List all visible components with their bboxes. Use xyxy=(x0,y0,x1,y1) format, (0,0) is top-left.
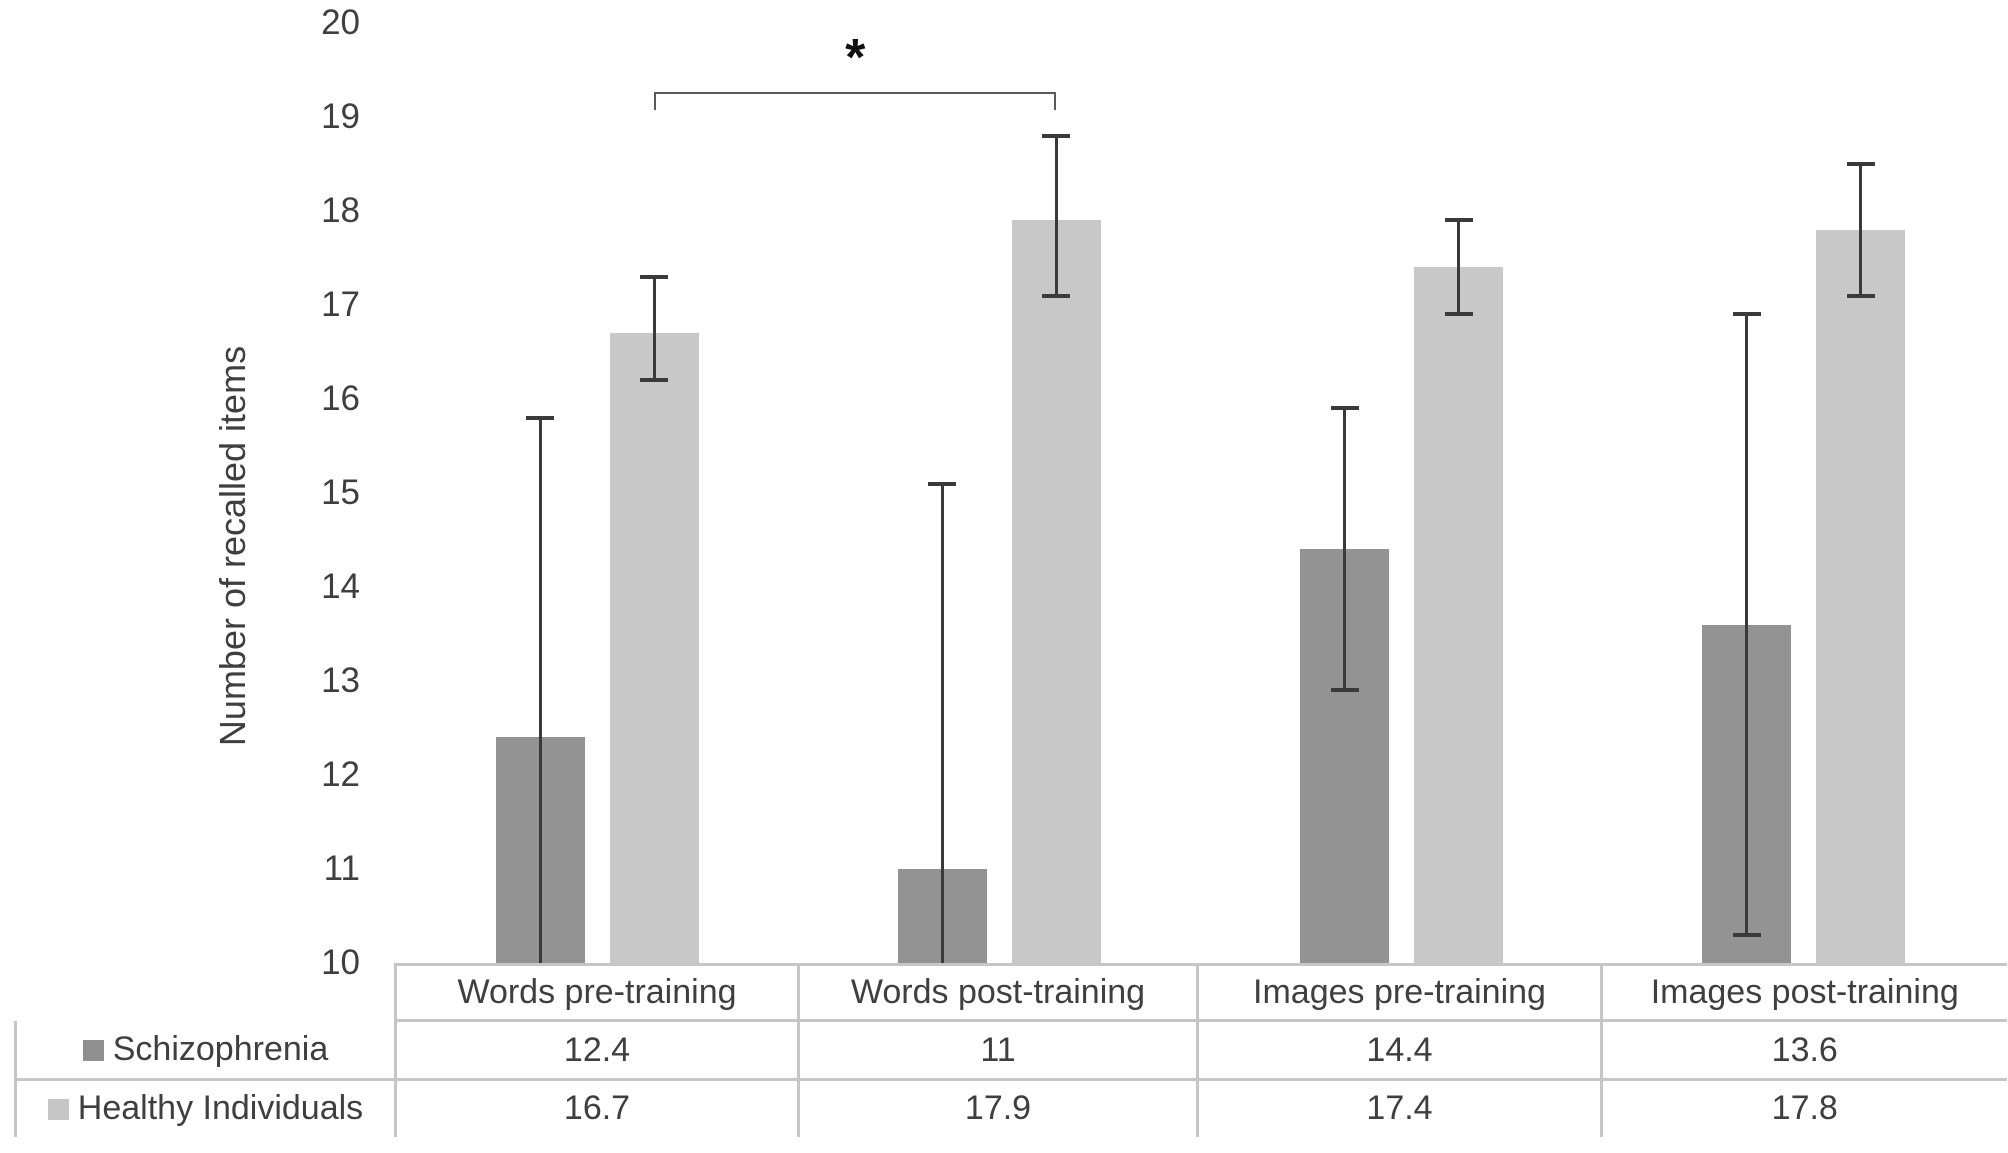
y-tick-label: 14 xyxy=(321,567,360,606)
legend-swatch-icon xyxy=(82,1039,104,1061)
y-tick-label: 13 xyxy=(321,661,360,700)
error-bar-cap-top xyxy=(526,415,555,420)
error-bar-cap-top xyxy=(1846,162,1875,166)
error-bar-line xyxy=(940,483,944,963)
error-bar-line xyxy=(1745,314,1749,935)
error-bar-line xyxy=(1859,164,1863,296)
error-bar-cap-bottom xyxy=(1444,312,1473,317)
y-tick-label: 17 xyxy=(321,285,360,324)
table-value-cell: 16.7 xyxy=(394,1079,799,1137)
plot-area xyxy=(396,0,2005,963)
error-bar-cap-bottom xyxy=(1330,688,1359,693)
y-tick-label: 20 xyxy=(321,3,360,42)
bracket-end-right xyxy=(1054,92,1057,110)
table-header-cell: Images post-training xyxy=(1600,963,2007,1022)
bracket-end-left xyxy=(654,92,657,110)
bar-healthy-individuals xyxy=(1414,267,1504,963)
table-value-cell: 12.4 xyxy=(394,1020,799,1081)
error-bar-line xyxy=(1343,408,1347,691)
data-table: Words pre-training Words post-training Ima… xyxy=(14,963,2007,1137)
error-bar-cap-top xyxy=(1732,312,1761,317)
legend-cell: Healthy Individuals xyxy=(14,1079,396,1137)
bar-healthy-individuals xyxy=(1011,220,1101,963)
error-bar-cap-top xyxy=(640,274,669,279)
error-bar-cap-top xyxy=(928,481,957,486)
y-tick-label: 10 xyxy=(321,943,360,982)
table-value-cell: 11 xyxy=(797,1020,1198,1081)
table-value-cell: 17.4 xyxy=(1196,1079,1602,1137)
legend-series-name: Schizophrenia xyxy=(112,1029,329,1068)
table-value-cell: 17.9 xyxy=(797,1079,1198,1137)
bar-healthy-individuals xyxy=(609,333,699,963)
table-header-cell: Words post-training xyxy=(797,963,1198,1022)
error-bar-line xyxy=(652,276,656,381)
y-tick-label: 16 xyxy=(321,379,360,418)
error-bar-line xyxy=(1457,220,1461,315)
table-value-cell: 17.8 xyxy=(1600,1079,2007,1137)
table-header-cell: Images pre-training xyxy=(1196,963,1602,1022)
table-header-cell: Words pre-training xyxy=(394,963,799,1022)
legend-swatch-icon xyxy=(47,1099,69,1121)
y-tick-label: 11 xyxy=(323,849,360,888)
table-value-cell: 14.4 xyxy=(1196,1020,1602,1081)
y-tick-label: 12 xyxy=(321,755,360,794)
bar-healthy-individuals xyxy=(1816,229,1906,963)
error-bar-cap-top xyxy=(1444,218,1473,223)
error-bar-cap-top xyxy=(1330,406,1359,411)
error-bar-line xyxy=(538,417,542,963)
legend-cell: Schizophrenia xyxy=(14,1020,396,1081)
legend-series-name: Healthy Individuals xyxy=(77,1089,364,1128)
error-bar-cap-top xyxy=(1042,133,1071,138)
error-bar-line xyxy=(1054,135,1058,296)
error-bar-cap-bottom xyxy=(1732,932,1761,937)
error-bar-cap-bottom xyxy=(1042,293,1071,298)
y-tick-label: 18 xyxy=(321,191,360,230)
chart-data-table: Words pre-training Words post-training Ima… xyxy=(14,963,2007,1137)
significance-asterisk: * xyxy=(845,29,866,87)
error-bar-cap-bottom xyxy=(640,378,669,383)
bracket-line xyxy=(654,92,1057,94)
y-tick-label: 19 xyxy=(321,97,360,136)
table-corner-cell xyxy=(16,965,396,1021)
table-value-cell: 13.6 xyxy=(1600,1020,2007,1081)
error-bar-cap-bottom xyxy=(1846,293,1875,298)
y-tick-label: 15 xyxy=(321,473,360,512)
